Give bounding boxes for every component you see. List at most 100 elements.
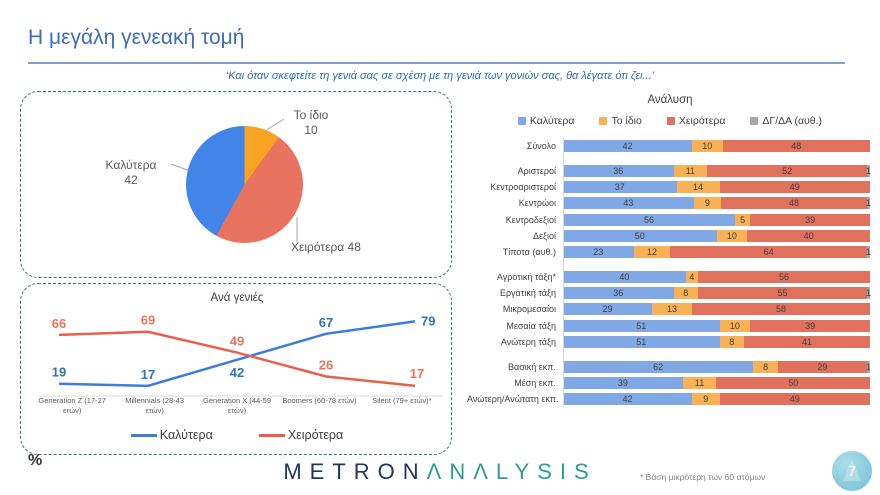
line-value-label: 49 [230,334,244,349]
bar-row-label: Τίποτα (αυθ.) [502,246,556,257]
bar-track: 62 8 29 1 [563,360,871,373]
analysis-legend-item: ΔΓ/ΔΑ (αυθ.) [750,115,822,127]
bar-track: 43 9 48 1 [563,197,871,210]
bar-segment: 48 [722,140,870,152]
analysis-legend-swatch [517,117,526,125]
logo-metron: METRON [283,459,427,484]
bar-segment: 23 [563,245,634,258]
line-value-label: 17 [410,366,424,381]
pie-label-better-text: Καλύτερα [105,158,157,172]
bar-segment: 40 [747,229,870,242]
bar-row: Κεντρώοι 43 9 48 1 [467,197,873,210]
legend-line-swatch-worse [258,433,285,437]
bar-segment: 4 [685,270,699,283]
company-logo: METRONΛNΛLYSIS [0,459,880,485]
bar-row: Σύνολο 42 10 48 [467,140,873,152]
line-chart-title: Ανά γενιές [210,292,264,304]
bar-segment: 8 [719,335,745,348]
bar-segment: 29 [563,303,653,316]
bar-segment: 42 [563,393,692,406]
bar-segment: 11 [673,165,708,177]
pie-label-worse-value: 48 [347,240,361,254]
bar-segment: 1 [865,165,871,177]
analysis-title: Ανάλυση [647,94,693,106]
bar-track: 37 14 49 [563,181,870,194]
bar-row-label: Ανώτερη/Ανώτατη εκπ. [467,394,559,405]
bar-segment: 39 [750,213,870,226]
bar-segment: 9 [693,197,722,210]
pie-label-same-text: Το ίδιο [293,108,329,122]
bar-row-label: Κεντροδεξιοί [505,214,556,225]
pie-label-same-value: 10 [304,123,318,137]
line-category-label: Generation X (44-59 ετών) [203,396,271,415]
bar-segment: 8 [753,360,778,373]
bar-segment: 1 [865,287,871,300]
line-chart: 19 17 42 67 79 66 69 49 26 17 [39,313,443,397]
line-category-label: Silent (79+ ετών)* [372,396,432,405]
bar-track: 42 9 49 [563,393,870,406]
analysis-legend-swatch [666,117,675,125]
line-category-label: Generation Z (17-27 ετών) [38,396,106,415]
bar-segment: 58 [691,303,870,316]
pie-label-better: Καλύτερα 42 [91,158,171,188]
bar-segment: 12 [633,245,671,258]
bar-segment: 42 [563,140,692,152]
pie-label-same: Το ίδιο 10 [271,108,351,138]
bar-segment: 10 [716,229,748,242]
analysis-legend-item: Το ίδιο [599,115,642,127]
bar-segment: 37 [563,181,677,194]
bar-row: Εργατική τάξη 36 8 55 1 [467,287,873,300]
bar-segment: 52 [707,165,867,177]
line-series-worse [58,330,416,388]
analysis-chart: Ανάλυση Καλύτερα Το ίδιο Χειρότερα ΔΓ/ΔΑ (α… [467,90,873,409]
line-value-label: 42 [230,365,244,380]
bar-group: Αριστεροί 36 11 52 1 Κεντροαριστεροί 37 14 49 Κεν… [467,165,873,258]
bar-row-label: Κεντρώοι [518,198,556,209]
legend-line-swatch-better [130,433,157,437]
bar-segment: 36 [563,287,674,300]
page-number-badge: 7 [832,451,872,491]
analysis-chart-rows: Σύνολο 42 10 48 Αριστεροί 36 11 52 1 Κεντροαριστε… [467,137,873,408]
bar-group: Σύνολο 42 10 48 [467,140,873,152]
analysis-legend-swatch [599,117,608,125]
legend-label-worse: Χειρότερα [287,428,344,442]
bar-group: Βασική εκπ. 62 8 29 1 Μέση εκπ. 39 11 50 Ανώτερη/… [467,360,873,406]
line-value-label: 67 [319,315,333,330]
bar-segment: 8 [673,287,699,300]
bar-row: Ανώτερη/Ανώτατη εκπ. 42 9 49 [467,393,873,406]
bar-segment: 51 [563,319,720,332]
bar-segment: 13 [652,303,692,316]
bar-row: Μικρομεσαίοι 29 13 58 [467,303,873,316]
bar-segment: 40 [563,270,686,283]
bar-segment: 49 [719,181,870,194]
bar-track: 40 4 56 [563,270,870,283]
bar-row-label: Δεξιοί [532,230,556,241]
line-chart-categories: Generation Z (17-27 ετών) Millennials (28… [31,396,443,416]
bar-segment: 1 [865,360,871,373]
base-footnote: * Βάση μικρότερη των 60 ατόμων [640,472,766,482]
bar-row-label: Ανώτερη τάξη [500,336,556,347]
bar-segment: 1 [865,245,871,258]
bar-segment: 56 [698,270,870,283]
line-value-label: 79 [421,313,435,328]
bar-track: 36 8 55 1 [563,287,871,300]
bar-segment: 50 [563,229,717,242]
bar-segment: 50 [716,376,870,389]
bar-track: 23 12 64 1 [563,245,871,258]
bar-row: Ανώτερη τάξη 51 8 41 [467,335,873,348]
bar-track: 51 8 41 [563,335,870,348]
title-divider [28,62,845,64]
analysis-legend: Καλύτερα Το ίδιο Χειρότερα ΔΓ/ΔΑ (αυθ.) [467,115,873,127]
bar-segment: 9 [691,393,720,406]
bar-segment: 39 [750,319,870,332]
logo-analysis: ΛNΛLYSIS [426,459,597,484]
percent-symbol: % [28,452,43,469]
bar-segment: 10 [719,319,751,332]
legend-item-worse: Χειρότερα [258,428,344,442]
bar-row: Κεντροαριστεροί 37 14 49 [467,181,873,194]
pie-chart [186,126,303,243]
page-number: 7 [847,462,857,480]
analysis-legend-label: Το ίδιο [611,115,642,127]
bar-segment: 41 [744,335,870,348]
bar-track: 56 5 39 [563,213,870,226]
